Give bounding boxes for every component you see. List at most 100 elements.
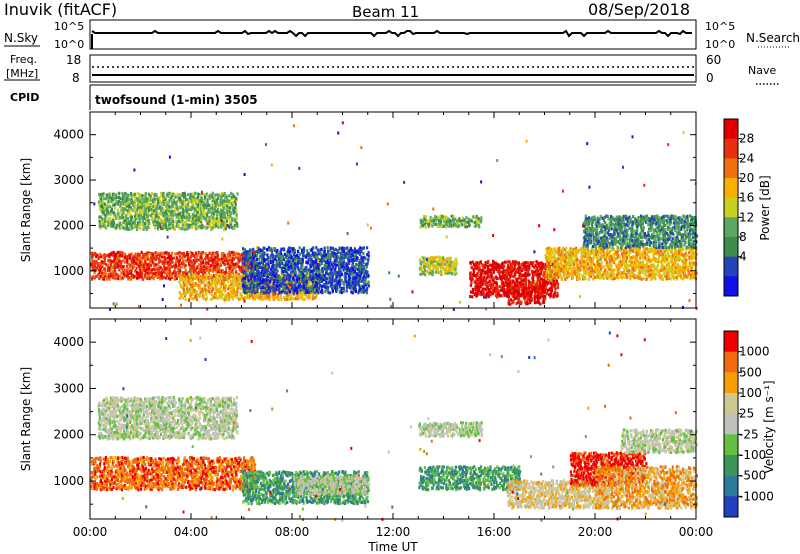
- echo-cell: [353, 265, 356, 269]
- echo-cell: [166, 260, 170, 264]
- echo-cell: [211, 191, 214, 195]
- echo-cell: [471, 290, 475, 295]
- echo-cell: [445, 265, 448, 269]
- echo-cell: [270, 269, 273, 273]
- echo-cell: [440, 270, 443, 274]
- echo-cell: [468, 222, 471, 227]
- echo-cell: [262, 273, 266, 277]
- echo-cell: [92, 267, 95, 271]
- echo-cell: [121, 213, 124, 217]
- echo-cell: [261, 259, 264, 263]
- echo-cell: [191, 279, 194, 283]
- echo-cell: [240, 281, 243, 285]
- echo-cell: [308, 293, 311, 297]
- echo-cell: [596, 265, 599, 269]
- echo-cell: [358, 261, 361, 265]
- echo-cell: [250, 267, 253, 271]
- echo-cell: [555, 266, 559, 271]
- echo-cell: [244, 291, 247, 295]
- echo-cell: [191, 192, 194, 196]
- echo-cell: [142, 194, 145, 198]
- echo-cell: [172, 225, 175, 229]
- echo-cell: [181, 202, 184, 206]
- echo-cell: [488, 270, 491, 274]
- echo-cell: [511, 262, 514, 266]
- echo-cell: [332, 273, 335, 277]
- echo-cell: [225, 195, 229, 199]
- echo-cell: [133, 225, 136, 229]
- echo-cell: [560, 269, 563, 273]
- echo-cell: [215, 201, 218, 205]
- echo-cell: [441, 264, 445, 268]
- echo-cell: [276, 284, 279, 288]
- echo-cell: [590, 247, 594, 251]
- echo-cell: [328, 273, 331, 278]
- echo-cell: [124, 191, 127, 196]
- echo-cell: [106, 266, 110, 270]
- echo-cell: [180, 285, 183, 289]
- echo-cell: [347, 257, 350, 261]
- echo-cell: [357, 250, 360, 254]
- echo-cell: [182, 258, 185, 262]
- echo-cell: [173, 277, 176, 281]
- echo-cell: [212, 205, 216, 209]
- echo-cell: [280, 282, 283, 286]
- echo-cell: [544, 286, 547, 290]
- echo-cell: [550, 289, 554, 293]
- echo-cell: [148, 262, 151, 266]
- echo-cell: [211, 221, 214, 225]
- echo-cell: [287, 260, 291, 264]
- echo-cell: [350, 257, 354, 261]
- echo-cell: [451, 219, 454, 223]
- echo-cell: [305, 279, 308, 283]
- echo-cell: [446, 261, 449, 265]
- echo-cell: [160, 194, 163, 198]
- echo-cell: [113, 196, 116, 200]
- echo-cell: [340, 265, 344, 269]
- echo-cell: [553, 259, 556, 263]
- echo-cell: [316, 274, 320, 278]
- echo-cell: [301, 291, 304, 296]
- echo-cell: [175, 273, 178, 277]
- echo-cell: [536, 294, 539, 298]
- echo-cell: [128, 269, 131, 273]
- echo-cell: [240, 265, 243, 270]
- echo-cell: [127, 262, 131, 266]
- echo-cell: [117, 256, 120, 260]
- echo-cell: [499, 270, 502, 274]
- echo-cell: [568, 263, 571, 267]
- echo-cell: [353, 276, 356, 280]
- echo-cell: [557, 249, 560, 253]
- echo-cell: [159, 199, 162, 203]
- echo-cell: [342, 280, 345, 284]
- echo-cell: [199, 199, 202, 203]
- echo-cell: [300, 287, 303, 291]
- echo-cell: [187, 216, 190, 220]
- echo-cell: [129, 258, 132, 262]
- echo-cell: [226, 252, 229, 256]
- echo-cell: [213, 295, 216, 299]
- echo-cell: [126, 209, 129, 213]
- echo-cell: [139, 255, 142, 259]
- echo-cell: [543, 295, 546, 299]
- echo-cell: [213, 268, 216, 272]
- echo-cell: [153, 256, 156, 260]
- echo-cell: [544, 253, 547, 258]
- echo-cell: [99, 215, 102, 219]
- echo-cell: [310, 291, 313, 295]
- echo-cell: [265, 292, 268, 296]
- echo-cell: [524, 300, 527, 304]
- echo-cell: [537, 278, 540, 282]
- echo-cell: [452, 223, 455, 227]
- echo-cell: [474, 285, 477, 289]
- echo-cell: [133, 214, 136, 218]
- echo-cell: [582, 273, 585, 277]
- echo-cell: [120, 260, 123, 264]
- echo-cell: [424, 262, 427, 266]
- echo-cell: [265, 278, 268, 282]
- echo-cell: [141, 224, 145, 228]
- echo-cell: [475, 223, 478, 227]
- echo-cell: [156, 267, 159, 271]
- echo-cell: [523, 282, 527, 287]
- echo-cell: [205, 213, 208, 217]
